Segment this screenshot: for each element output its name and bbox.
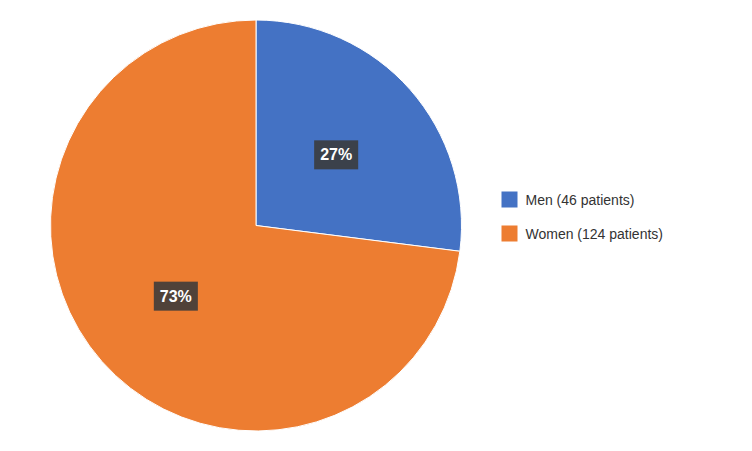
- data-label: 27%: [320, 146, 352, 163]
- pie: [51, 20, 462, 431]
- pie-slice: [256, 20, 462, 251]
- legend-swatch: [502, 226, 518, 242]
- data-labels: 27% 73%: [154, 140, 358, 310]
- legend: Men (46 patients) Women (124 patients): [502, 192, 663, 242]
- chart-svg: 27% 73% Men (46 patients) Women (124 patien…: [0, 0, 752, 451]
- data-label-group: 27%: [314, 140, 358, 169]
- data-label-box: [154, 282, 198, 311]
- data-label: 73%: [160, 288, 192, 305]
- legend-label: Men (46 patients): [526, 192, 635, 208]
- data-label-group: 73%: [154, 282, 198, 311]
- legend-item: Women (124 patients): [502, 226, 663, 242]
- legend-item: Men (46 patients): [502, 192, 635, 208]
- legend-label: Women (124 patients): [526, 226, 663, 242]
- legend-swatch: [502, 192, 518, 208]
- pie-slice: [51, 20, 460, 431]
- data-label-box: [314, 140, 358, 169]
